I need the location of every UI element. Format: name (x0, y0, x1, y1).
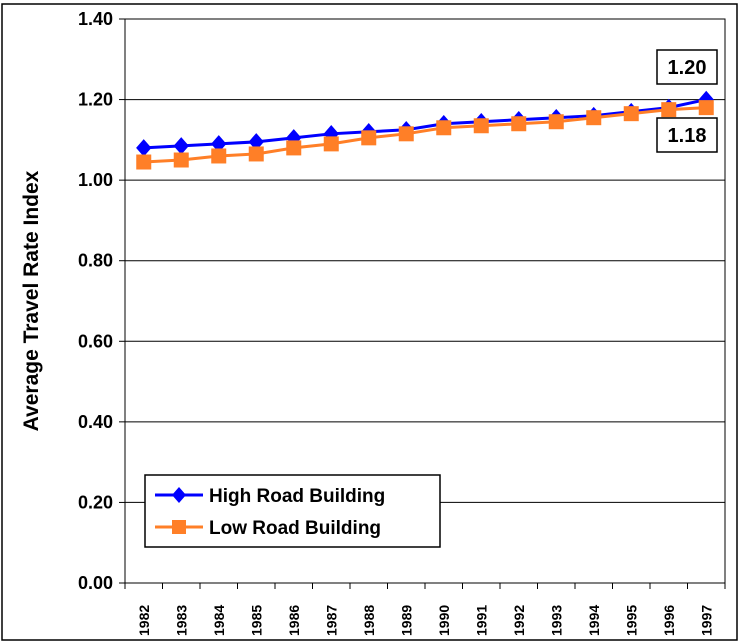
callout-box (656, 117, 718, 153)
callout-label: 1.18 (668, 125, 707, 147)
data-point-square (211, 148, 227, 164)
x-tick-label: 1985 (248, 605, 264, 636)
y-tick-label: 0.40 (78, 412, 113, 432)
data-point-square (623, 106, 639, 122)
x-tick-label: 1997 (698, 605, 714, 636)
y-tick-label: 0.60 (78, 331, 113, 351)
data-point-square (248, 146, 264, 162)
x-tick-label: 1984 (211, 605, 227, 636)
data-point-square (586, 110, 602, 126)
data-point-square (548, 114, 564, 130)
y-tick-label: 0.20 (78, 492, 113, 512)
x-tick-label: 1988 (361, 605, 377, 636)
x-tick-label: 1987 (323, 605, 339, 636)
data-point-square (436, 120, 452, 136)
data-point-square (473, 118, 489, 134)
data-point-square (136, 154, 152, 170)
x-tick-label: 1991 (473, 605, 489, 636)
x-tick-label: 1983 (173, 605, 189, 636)
data-point-square (173, 152, 189, 168)
data-point-square (511, 116, 527, 132)
callout-box (656, 49, 718, 85)
data-point-square (286, 140, 302, 156)
x-tick-label: 1990 (436, 605, 452, 636)
y-tick-label: 0.80 (78, 251, 113, 271)
legend (144, 474, 441, 548)
data-point-square (398, 126, 414, 142)
x-tick-label: 1994 (586, 605, 602, 636)
series-line (143, 106, 707, 164)
x-tick-label: 1996 (661, 605, 677, 636)
y-tick-label: 1.40 (78, 9, 113, 29)
legend-marker-square (172, 520, 186, 534)
data-point-square (361, 130, 377, 146)
legend-marker-diamond (172, 487, 186, 503)
y-tick-label: 1.00 (78, 170, 113, 190)
x-tick-label: 1982 (136, 605, 152, 636)
series-line (143, 98, 707, 150)
x-tick-label: 1989 (398, 605, 414, 636)
legend-label: Low Road Building (209, 518, 381, 539)
x-tick-label: 1992 (511, 605, 527, 636)
legend-label: High Road Building (209, 486, 385, 507)
data-point-square (323, 136, 339, 152)
callout-label: 1.20 (668, 57, 707, 79)
data-point-square (698, 100, 714, 116)
y-tick-label: 1.20 (78, 90, 113, 110)
y-axis-title: Average Travel Rate Index (20, 170, 43, 431)
x-tick-label: 1995 (623, 605, 639, 636)
x-tick-label: 1993 (548, 605, 564, 636)
data-point-square (661, 102, 677, 118)
y-tick-label: 0.00 (78, 573, 113, 593)
x-tick-label: 1986 (286, 605, 302, 636)
